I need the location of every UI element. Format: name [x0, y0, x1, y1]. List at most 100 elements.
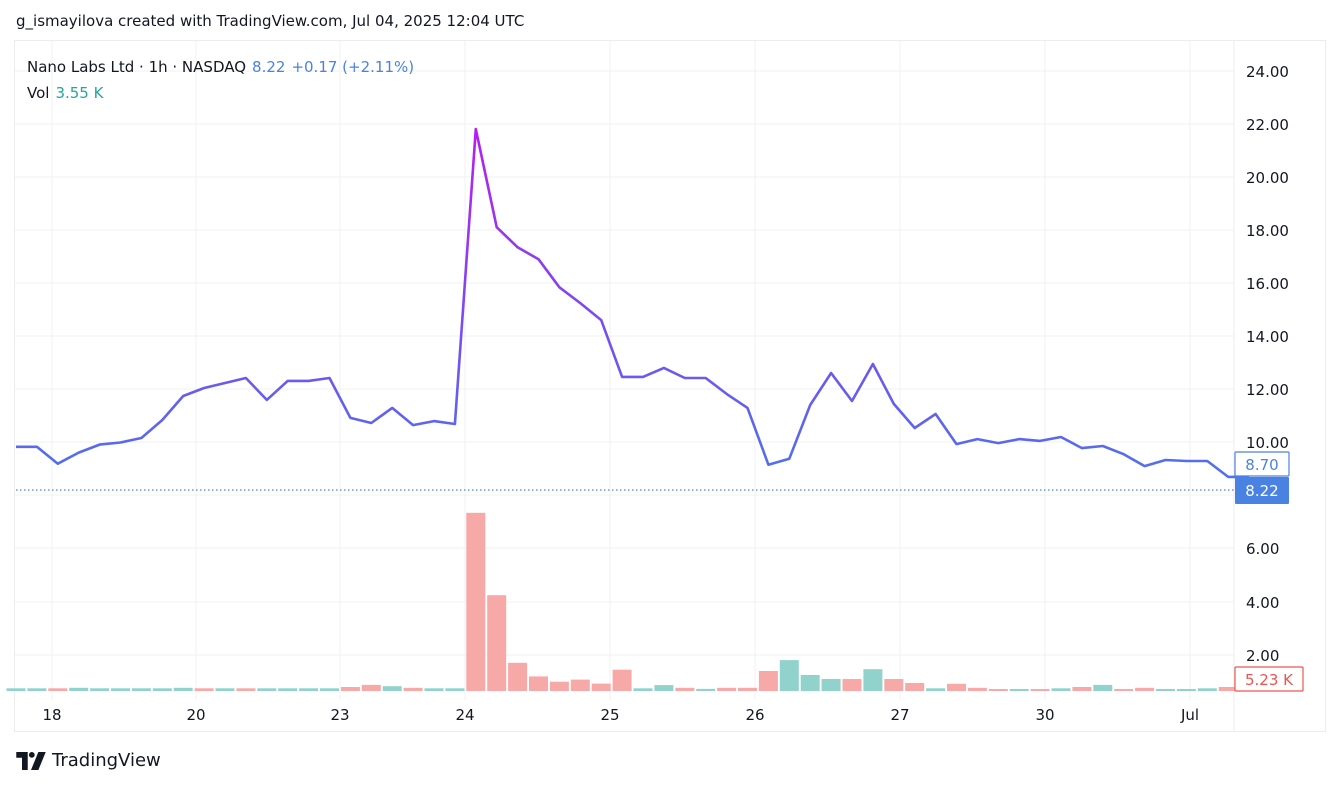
volume-bar: [884, 679, 904, 691]
volume-label[interactable]: Vol: [27, 84, 50, 102]
volume-bar: [1156, 689, 1175, 691]
volume-bar: [424, 688, 444, 691]
volume-bar: [508, 662, 528, 691]
time-tick: 27: [890, 706, 909, 724]
time-tick: 26: [745, 706, 764, 724]
price-tick: 24.00: [1246, 63, 1289, 81]
volume-bar: [487, 595, 507, 691]
volume-bar: [382, 686, 402, 691]
price-change: +0.17 (+2.11%): [291, 58, 415, 76]
volume-bar: [675, 687, 695, 691]
time-tick: 23: [330, 706, 349, 724]
chart-frame: [14, 40, 1326, 732]
volume-bar: [800, 675, 820, 691]
volume-row: Vol 3.55 K: [27, 80, 414, 106]
volume-bar: [1030, 689, 1050, 691]
volume-bar: [69, 687, 89, 691]
volume-bar: [152, 688, 172, 691]
time-tick: Jul: [1180, 706, 1199, 724]
volume-bar: [320, 688, 339, 691]
volume-bar: [131, 688, 151, 691]
tradingview-logo-icon: [16, 751, 46, 770]
chart-credit: g_ismayilova created with TradingView.co…: [16, 12, 525, 30]
volume-bar: [863, 669, 883, 691]
volume-bar: [779, 660, 799, 691]
chart-legend: Nano Labs Ltd · 1h · NASDAQ 8.22 +0.17 (+2…: [27, 54, 414, 106]
price-axis-ticks: 24.00 22.00 20.00 18.00 16.00 14.00 12.00 10.00: [1246, 63, 1289, 452]
price-tick: 14.00: [1246, 328, 1289, 346]
time-tick: 25: [600, 706, 619, 724]
price-line: [16, 127, 1250, 479]
volume-bar: [1135, 687, 1155, 691]
grid-lines: [15, 41, 1235, 731]
volume-bar: [340, 687, 360, 691]
prev-close-label: 8.70: [1234, 451, 1290, 477]
volume-bars: [6, 512, 1259, 691]
last-price-label: 8.22: [1235, 477, 1289, 504]
brand-name[interactable]: TradingView: [52, 750, 161, 771]
volume-bar: [696, 688, 716, 691]
last-volume-label: 5.23 K: [1234, 666, 1304, 692]
volume-bar: [988, 689, 1008, 691]
volume-bar: [6, 688, 26, 691]
volume-bar: [1051, 688, 1071, 691]
volume-bar: [1218, 687, 1238, 691]
volume-bar: [1072, 687, 1092, 691]
volume-bar: [361, 684, 381, 691]
volume-bar: [194, 688, 214, 691]
svg-text:8.70: 8.70: [1245, 456, 1278, 474]
volume-tick: 4.00: [1246, 594, 1279, 612]
last-price: 8.22: [252, 58, 286, 76]
volume-axis-ticks: 6.00 4.00 2.00: [1246, 540, 1279, 665]
volume-bar: [236, 688, 256, 691]
volume-bar: [926, 688, 946, 691]
time-axis-ticks: 18 20 23 24 25 26 27 30 Jul: [42, 706, 1199, 724]
symbol-title[interactable]: Nano Labs Ltd · 1h · NASDAQ: [27, 58, 247, 76]
volume-bar: [967, 687, 987, 691]
volume-bar: [654, 685, 674, 691]
volume-bar: [612, 669, 632, 691]
symbol-row: Nano Labs Ltd · 1h · NASDAQ 8.22 +0.17 (+2…: [27, 54, 414, 80]
volume-bar: [738, 687, 757, 691]
volume-bar: [717, 687, 737, 691]
volume-bar: [947, 683, 966, 691]
volume-bar: [257, 688, 277, 691]
volume-bar: [633, 688, 653, 691]
volume-bar: [173, 687, 193, 691]
volume-bar: [111, 688, 130, 691]
volume-bar: [529, 676, 548, 691]
volume-bar: [48, 688, 68, 691]
volume-bar: [466, 512, 486, 691]
volume-bar: [1114, 689, 1134, 691]
volume-bar: [278, 688, 298, 691]
volume-bar: [1093, 684, 1113, 691]
time-tick: 18: [42, 706, 61, 724]
price-tick: 18.00: [1246, 222, 1289, 240]
svg-text:5.23 K: 5.23 K: [1245, 671, 1294, 689]
price-tick: 12.00: [1246, 381, 1289, 399]
volume-bar: [821, 679, 841, 691]
volume-bar: [445, 688, 465, 691]
volume-bar: [1176, 689, 1196, 691]
volume-bar: [299, 688, 319, 691]
volume-bar: [570, 679, 590, 691]
price-tick: 22.00: [1246, 116, 1289, 134]
volume-bar: [215, 688, 235, 691]
volume-bar: [1009, 689, 1029, 691]
price-tick: 20.00: [1246, 169, 1289, 187]
price-tick: 10.00: [1246, 434, 1289, 452]
footer-brand: TradingView: [16, 750, 161, 771]
volume-bar: [90, 688, 110, 691]
volume-bar: [758, 671, 778, 691]
time-tick: 24: [455, 706, 474, 724]
volume-bar: [591, 683, 611, 691]
volume-bar: [842, 679, 862, 691]
time-tick: 30: [1035, 706, 1054, 724]
volume-bar: [549, 681, 569, 691]
volume-bar: [1197, 688, 1217, 691]
volume-tick: 2.00: [1246, 647, 1279, 665]
time-tick: 20: [186, 706, 205, 724]
volume-bar: [403, 687, 423, 691]
volume-value: 3.55 K: [55, 84, 104, 102]
